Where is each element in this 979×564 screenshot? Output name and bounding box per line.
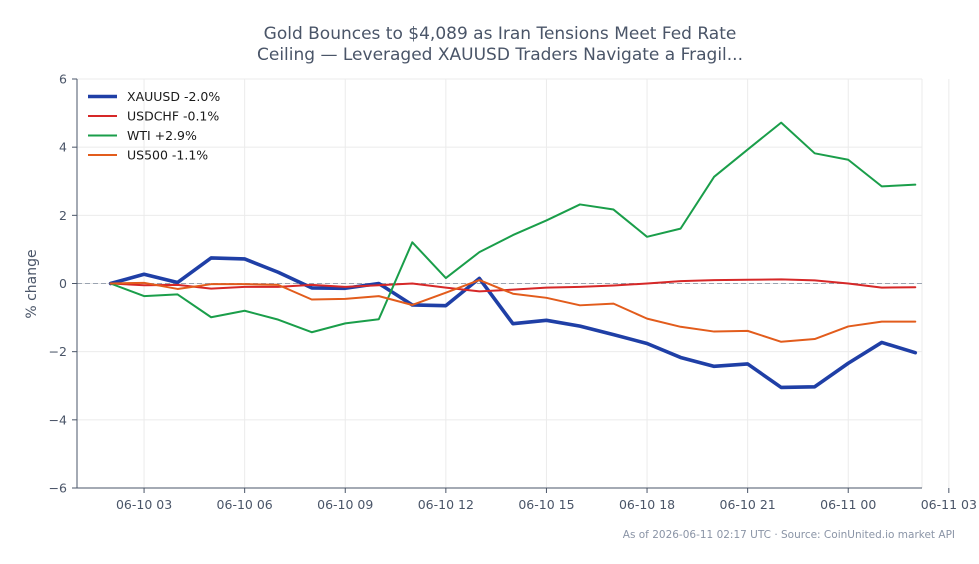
legend-label: XAUUSD -2.0%: [127, 89, 220, 104]
y-tick-label: −6: [49, 481, 67, 496]
y-tick-label: −4: [49, 412, 67, 427]
y-tick-label: 2: [59, 208, 67, 223]
x-tick-label: 06-11 00: [820, 497, 876, 512]
y-tick-label: 4: [59, 140, 67, 155]
x-tick-label: 06-10 12: [418, 497, 474, 512]
y-axis-label: % change: [24, 249, 40, 318]
series-group: [108, 121, 918, 390]
axes: 6 4 2 0 −2 −4 −6 06-10 03 06-10 06 06-10 09 06-10 …: [49, 72, 977, 513]
y-tick-label: −2: [49, 344, 67, 359]
x-tick-label: 06-10 15: [518, 497, 574, 512]
y-tick-label: 0: [59, 276, 67, 291]
chart-title-line-1: Gold Bounces to $4,089 as Iran Tensions …: [264, 24, 737, 44]
series-line-2: [109, 278, 917, 293]
x-tick-label: 06-11 03: [921, 497, 977, 512]
legend-label: US500 -1.1%: [127, 148, 208, 163]
x-tick-label: 06-10 21: [720, 497, 776, 512]
chart-title-line-2: Ceiling — Leveraged XAUUSD Traders Navig…: [257, 45, 743, 65]
source-note: As of 2026-06-11 02:17 UTC · Source: Coi…: [623, 529, 955, 541]
legend: XAUUSD -2.0% USDCHF -0.1% WTI +2.9% US500 -…: [88, 89, 220, 163]
x-tick-label: 06-10 03: [116, 497, 172, 512]
legend-label: USDCHF -0.1%: [127, 109, 219, 124]
x-tick-label: 06-10 09: [317, 497, 373, 512]
series-line-3: [109, 121, 917, 334]
series-line-4: [109, 279, 917, 343]
series-line-1: [108, 256, 918, 390]
legend-label: WTI +2.9%: [127, 128, 197, 143]
y-tick-label: 6: [59, 72, 67, 87]
x-tick-label: 06-10 06: [217, 497, 273, 512]
x-tick-label: 06-10 18: [619, 497, 675, 512]
